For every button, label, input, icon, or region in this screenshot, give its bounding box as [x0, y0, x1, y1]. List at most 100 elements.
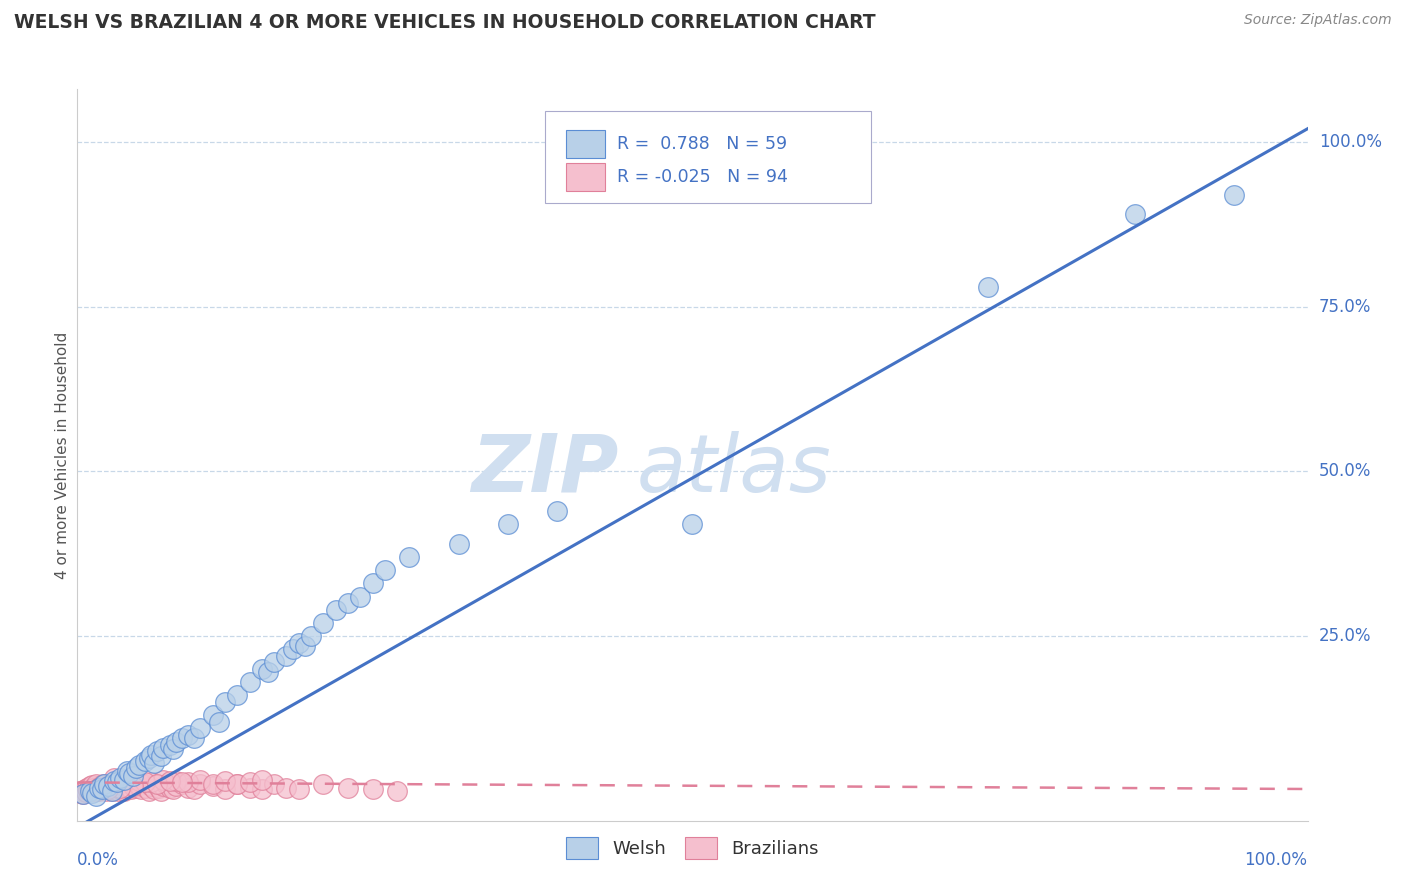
Text: 100.0%: 100.0% [1244, 851, 1308, 869]
Point [188, 772, 212, 787]
Point [128, 780, 150, 794]
Point [121, 769, 143, 783]
Point [84, 789, 107, 803]
Point [125, 780, 148, 795]
Point [214, 695, 236, 709]
Point [103, 771, 125, 785]
Point [177, 775, 200, 789]
Point [132, 777, 155, 791]
Point [89, 784, 111, 798]
Point [250, 772, 273, 787]
Point [107, 784, 129, 798]
Point [97, 782, 120, 797]
Point [1223, 187, 1246, 202]
Point [294, 639, 316, 653]
Point [80, 782, 103, 797]
Text: atlas: atlas [637, 431, 832, 508]
Point [201, 777, 224, 791]
Point [150, 784, 173, 798]
Point [152, 741, 174, 756]
Point [101, 784, 124, 798]
Point [138, 751, 160, 765]
Point [82, 780, 104, 795]
Point [177, 780, 200, 795]
Point [250, 662, 273, 676]
FancyBboxPatch shape [546, 112, 870, 202]
Point [103, 782, 125, 797]
Point [288, 782, 311, 797]
Point [97, 780, 120, 794]
Point [110, 780, 132, 795]
Point [105, 775, 128, 789]
Text: ZIP: ZIP [471, 431, 619, 508]
FancyBboxPatch shape [565, 130, 605, 158]
Point [128, 757, 150, 772]
Point [69, 786, 91, 800]
Point [165, 774, 187, 789]
Point [96, 780, 118, 794]
Point [141, 747, 163, 762]
Y-axis label: 4 or more Vehicles in Household: 4 or more Vehicles in Household [55, 331, 70, 579]
Point [188, 777, 212, 791]
Point [337, 596, 360, 610]
Point [125, 761, 148, 775]
Text: 75.0%: 75.0% [1319, 298, 1371, 316]
Point [93, 777, 115, 791]
Point [159, 780, 181, 795]
Point [112, 772, 135, 787]
Point [170, 777, 193, 791]
Point [170, 775, 193, 789]
Point [93, 780, 115, 795]
Point [101, 780, 124, 794]
Point [79, 784, 101, 798]
Point [361, 782, 384, 797]
Point [82, 778, 104, 792]
Point [349, 590, 371, 604]
Point [150, 749, 173, 764]
Point [90, 782, 114, 797]
Point [115, 777, 138, 791]
Point [226, 777, 249, 791]
Point [250, 782, 273, 797]
Point [276, 648, 298, 663]
Point [155, 777, 177, 791]
Point [75, 784, 97, 798]
Point [134, 775, 156, 789]
Point [162, 742, 184, 756]
Point [325, 603, 347, 617]
Point [79, 780, 101, 794]
Point [141, 775, 163, 789]
Point [104, 777, 127, 791]
Point [87, 780, 110, 795]
Point [312, 615, 335, 630]
Point [70, 784, 93, 798]
Point [239, 775, 262, 789]
Point [86, 782, 108, 797]
Legend: Welsh, Brazilians: Welsh, Brazilians [565, 837, 820, 859]
Point [977, 280, 1000, 294]
Point [114, 780, 136, 794]
Point [111, 777, 132, 791]
Point [1125, 207, 1147, 221]
Point [201, 708, 224, 723]
Point [118, 780, 141, 795]
Point [122, 777, 145, 791]
Point [89, 780, 111, 795]
Point [121, 780, 143, 794]
Point [121, 782, 143, 797]
Point [91, 777, 114, 791]
Text: R = -0.025   N = 94: R = -0.025 N = 94 [617, 168, 789, 186]
Point [177, 728, 200, 742]
Point [72, 787, 94, 801]
Text: Source: ZipAtlas.com: Source: ZipAtlas.com [1244, 13, 1392, 28]
Point [152, 780, 174, 794]
Point [129, 782, 153, 797]
Point [148, 780, 170, 795]
Point [281, 642, 304, 657]
Point [77, 783, 100, 797]
FancyBboxPatch shape [565, 163, 605, 191]
Point [299, 629, 322, 643]
Point [152, 772, 174, 787]
Point [142, 782, 165, 797]
Point [682, 517, 704, 532]
